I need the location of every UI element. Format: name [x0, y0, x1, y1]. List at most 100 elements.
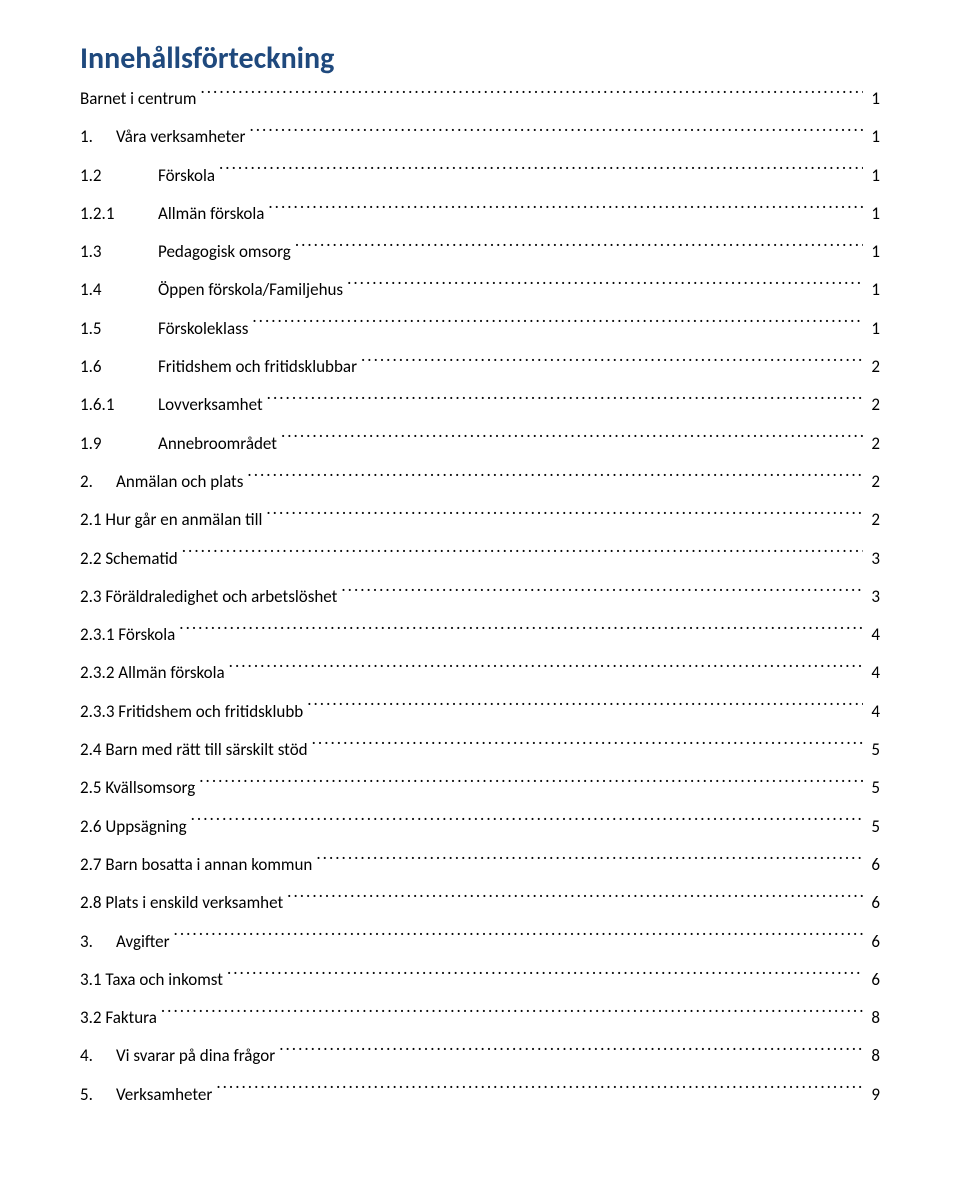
toc-entry-page: 2: [867, 466, 880, 498]
toc-entry-page: 1: [867, 160, 880, 192]
toc-entry-page: 8: [867, 1002, 880, 1034]
toc-entry-page: 2: [867, 504, 880, 536]
toc-entry-number: 1.2: [80, 160, 158, 192]
toc-entry-label: 2.1 Hur går en anmälan till: [80, 504, 262, 536]
toc-entry-page: 2: [867, 351, 880, 383]
toc-leader-dots: [266, 505, 863, 525]
toc-leader-dots: [249, 122, 863, 142]
toc-leader-dots: [216, 1079, 863, 1099]
toc-entry-page: 2: [867, 389, 880, 421]
toc-entry: 2.3.2 Allmän förskola4: [80, 657, 880, 689]
toc-entry-number: 1.2.1: [80, 198, 158, 230]
toc-entry-page: 6: [867, 887, 880, 919]
toc-entry-label: Avgifter: [116, 926, 170, 958]
toc-leader-dots: [281, 428, 863, 448]
toc-entry-page: 4: [867, 619, 880, 651]
toc-leader-dots: [182, 543, 864, 563]
toc-entry-number: 2.: [80, 466, 116, 498]
toc-entry: 1.6.1Lovverksamhet 2: [80, 389, 880, 421]
toc-entry-number: 1.3: [80, 236, 158, 268]
toc-entry-page: 6: [867, 926, 880, 958]
toc-leader-dots: [279, 1041, 863, 1061]
toc-entry-label: Fritidshem och fritidsklubbar: [158, 351, 357, 383]
toc-entry: 3.1 Taxa och inkomst 6: [80, 964, 880, 996]
toc-entry-page: 1: [867, 236, 880, 268]
toc-entry: 2.7 Barn bosatta i annan kommun6: [80, 849, 880, 881]
toc-leader-dots: [199, 773, 863, 793]
toc-entry: 2.3.3 Fritidshem och fritidsklubb 4: [80, 696, 880, 728]
toc-entry-number: 5.: [80, 1079, 116, 1111]
toc-entry-page: 6: [867, 849, 880, 881]
toc-entry-page: 6: [867, 964, 880, 996]
toc-leader-dots: [219, 160, 863, 180]
toc-entry-label: Verksamheter: [116, 1079, 212, 1111]
toc-entry-number: 1.6: [80, 351, 158, 383]
toc-leader-dots: [361, 352, 863, 372]
toc-leader-dots: [341, 581, 863, 601]
toc-leader-dots: [229, 658, 864, 678]
toc-entry-page: 1: [867, 121, 880, 153]
toc-entry-page: 5: [867, 772, 880, 804]
toc-entry: 1.Våra verksamheter 1: [80, 121, 880, 153]
toc-entry-label: Barnet i centrum: [80, 83, 196, 115]
toc-entry-page: 5: [867, 734, 880, 766]
toc-entry: 1.2Förskola 1: [80, 160, 880, 192]
toc-entry: 1.3Pedagogisk omsorg 1: [80, 236, 880, 268]
toc-entry-page: 1: [867, 198, 880, 230]
toc-entry: 2.5 Kvällsomsorg 5: [80, 772, 880, 804]
toc-entry: 1.4Öppen förskola/Familjehus1: [80, 274, 880, 306]
toc-entry: 1.6Fritidshem och fritidsklubbar 2: [80, 351, 880, 383]
toc-entry: 2.4 Barn med rätt till särskilt stöd 5: [80, 734, 880, 766]
toc-entry-page: 1: [867, 313, 880, 345]
toc-entry-label: Allmän förskola: [158, 198, 264, 230]
toc-entry-page: 4: [867, 696, 880, 728]
toc-entry-number: 1.: [80, 121, 116, 153]
toc-entry-label: Förskoleklass: [158, 313, 248, 345]
toc-leader-dots: [347, 275, 863, 295]
toc-entry-page: 8: [867, 1040, 880, 1072]
toc-entry-label: 3.2 Faktura: [80, 1002, 157, 1034]
toc-leader-dots: [191, 811, 864, 831]
toc-entry: 2.3.1 Förskola4: [80, 619, 880, 651]
toc-entry-label: 3.1 Taxa och inkomst: [80, 964, 223, 996]
toc-entry-label: Förskola: [158, 160, 215, 192]
toc-entry-label: 2.2 Schematid: [80, 543, 178, 575]
toc-entry-page: 9: [867, 1079, 880, 1111]
toc-entry: 1.9Annebroområdet2: [80, 428, 880, 460]
toc-entry: 1.5Förskoleklass1: [80, 313, 880, 345]
toc-entry-label: 2.4 Barn med rätt till särskilt stöd: [80, 734, 308, 766]
toc-entry-label: Våra verksamheter: [116, 121, 245, 153]
toc-entry: 3.Avgifter6: [80, 926, 880, 958]
toc-entry-label: 2.5 Kvällsomsorg: [80, 772, 195, 804]
toc-entry: 2.2 Schematid3: [80, 543, 880, 575]
toc-leader-dots: [295, 237, 864, 257]
toc-entry-page: 5: [867, 811, 880, 843]
toc-leader-dots: [174, 926, 864, 946]
toc-entry: 3.2 Faktura 8: [80, 1002, 880, 1034]
toc-leader-dots: [161, 1003, 864, 1023]
toc-entry-label: 2.3.3 Fritidshem och fritidsklubb: [80, 696, 303, 728]
toc-entry-number: 1.6.1: [80, 389, 158, 421]
toc-entry: 2.8 Plats i enskild verksamhet6: [80, 887, 880, 919]
toc-leader-dots: [312, 735, 864, 755]
toc-entry-number: 4.: [80, 1040, 116, 1072]
toc-entry-label: Lovverksamhet: [158, 389, 263, 421]
toc-entry-label: 2.3 Föräldraledighet och arbetslöshet: [80, 581, 337, 613]
toc-entry-page: 2: [867, 428, 880, 460]
toc-list: Barnet i centrum11.Våra verksamheter11.2…: [80, 83, 880, 1117]
toc-entry-page: 1: [867, 83, 880, 115]
toc-entry-page: 3: [867, 581, 880, 613]
toc-entry-label: Anmälan och plats: [116, 466, 243, 498]
toc-leader-dots: [268, 199, 863, 219]
toc-leader-dots: [200, 84, 863, 104]
toc-entry-label: Pedagogisk omsorg: [158, 236, 291, 268]
toc-entry-number: 1.4: [80, 274, 158, 306]
toc-entry-label: 2.3.2 Allmän förskola: [80, 657, 225, 689]
toc-leader-dots: [287, 888, 863, 908]
toc-entry: 2.Anmälan och plats 2: [80, 466, 880, 498]
toc-entry: Barnet i centrum 1: [80, 83, 880, 115]
toc-entry-label: Öppen förskola/Familjehus: [158, 274, 343, 306]
toc-title: Innehållsförteckning: [80, 40, 880, 77]
toc-leader-dots: [316, 850, 863, 870]
toc-entry-number: 1.9: [80, 428, 158, 460]
